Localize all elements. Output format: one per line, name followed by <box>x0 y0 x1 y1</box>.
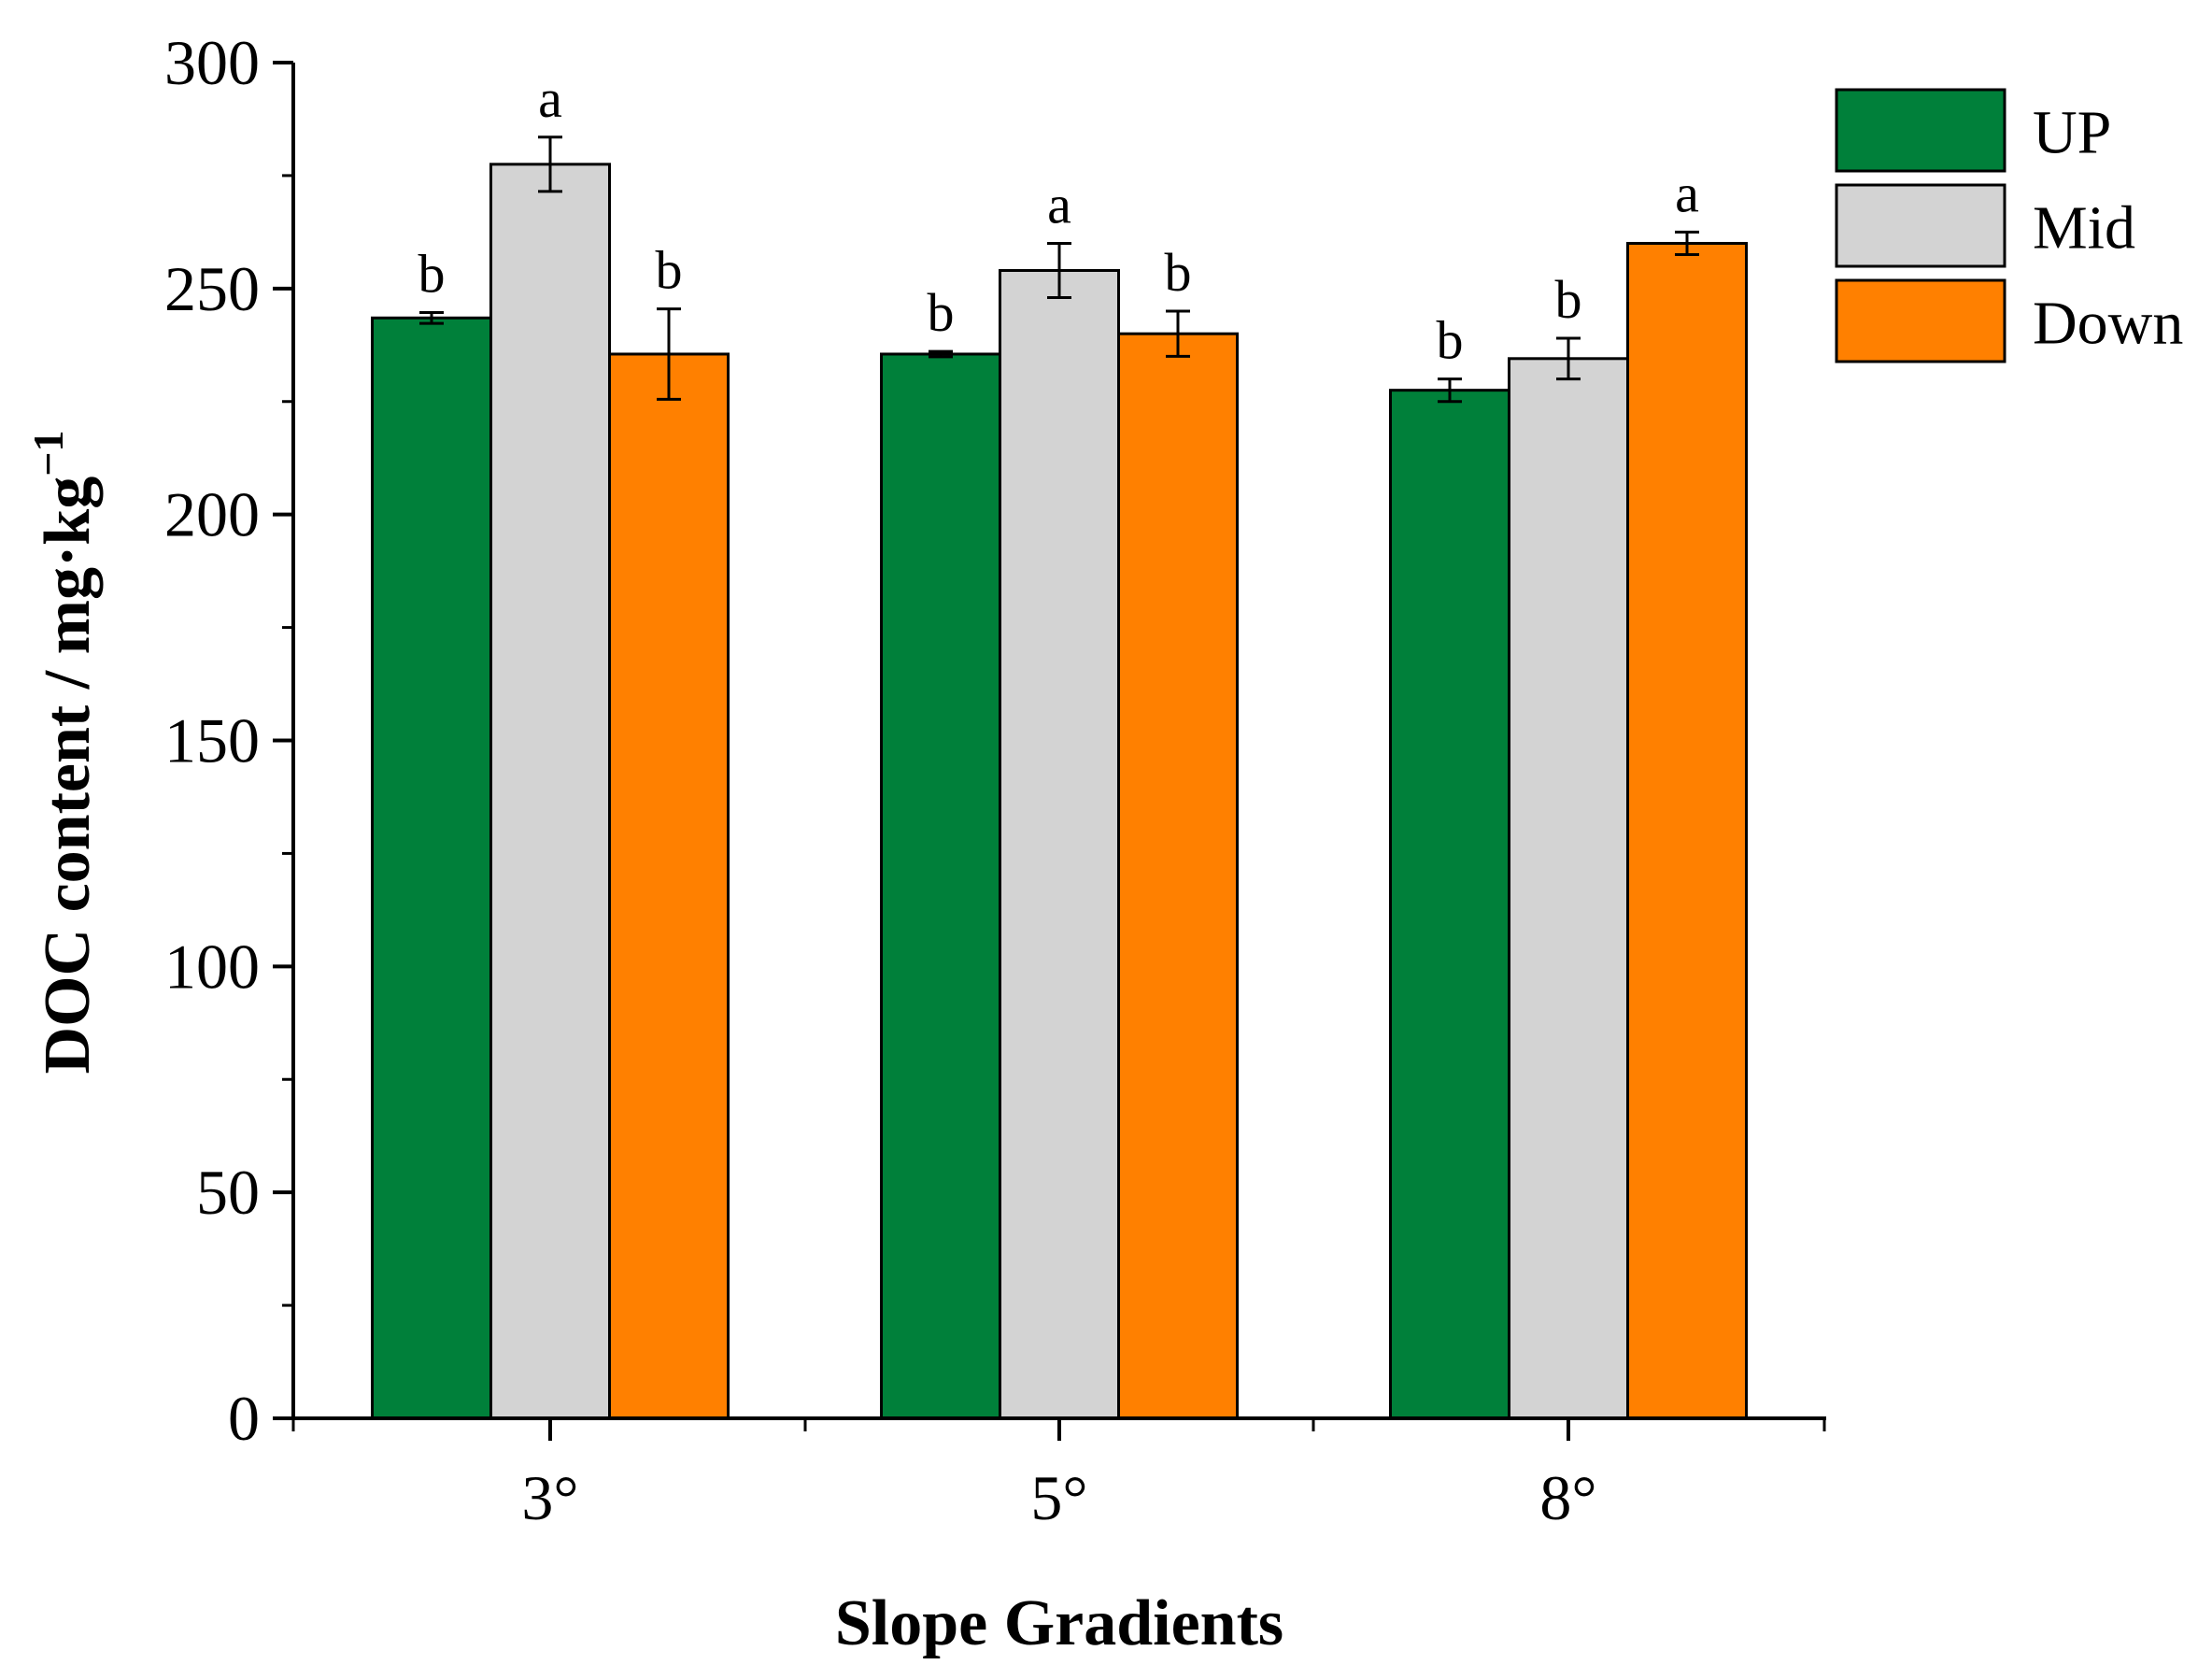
bar-mid-2 <box>999 268 1120 1420</box>
y-tick-label: 100 <box>164 931 260 1002</box>
error-bar-down-3 <box>1675 230 1699 257</box>
legend-item-mid: Mid <box>1835 183 2135 268</box>
significance-label-up-2: b <box>928 282 955 343</box>
error-bar-up-3 <box>1438 377 1462 404</box>
error-bar-mid-1 <box>538 135 562 193</box>
significance-label-down-2: b <box>1165 242 1192 303</box>
bar-mid-1 <box>489 163 611 1420</box>
x-axis-title: Slope Gradients <box>835 1587 1283 1659</box>
legend-item-down: Down <box>1835 278 2183 363</box>
significance-label-mid-3: b <box>1555 269 1582 330</box>
x-tick-label: 8° <box>1539 1462 1596 1533</box>
legend-swatch-down <box>1835 278 2006 363</box>
y-tick-label: 0 <box>228 1383 260 1454</box>
legend-item-up: UP <box>1835 88 2111 173</box>
legend-swatch-mid <box>1835 183 2006 268</box>
bar-up-1 <box>371 316 492 1420</box>
bar-up-3 <box>1389 389 1510 1420</box>
y-axis-title-main: DOC content / mg·kg <box>32 477 104 1074</box>
bar-mid-3 <box>1508 357 1629 1420</box>
error-bar-mid-2 <box>1047 241 1071 300</box>
y-tick-label: 250 <box>164 253 260 324</box>
error-bar-up-1 <box>419 310 444 325</box>
legend-swatch-up <box>1835 88 2006 173</box>
y-tick-label: 50 <box>196 1157 260 1228</box>
bar-down-2 <box>1117 332 1239 1420</box>
error-bars-layer <box>419 135 1699 404</box>
bars-layer <box>371 163 1748 1420</box>
y-tick-label: 300 <box>164 27 260 98</box>
error-bar-down-2 <box>1166 309 1190 358</box>
y-axis-title: DOC content / mg·kg−1 <box>24 431 104 1074</box>
legend: UP Mid Down <box>1835 88 2183 363</box>
significance-label-up-3: b <box>1437 310 1464 371</box>
y-tick-label: 200 <box>164 479 260 550</box>
legend-label-mid: Mid <box>2033 194 2135 263</box>
error-bar-mid-3 <box>1556 336 1581 381</box>
error-bar-up-2 <box>929 349 953 359</box>
significance-label-down-3: a <box>1675 163 1699 223</box>
significance-label-up-1: b <box>418 243 446 304</box>
bar-down-1 <box>608 352 730 1420</box>
x-tick-label: 5° <box>1030 1462 1087 1533</box>
bar-up-2 <box>880 352 1001 1420</box>
y-axis-title-superscript: −1 <box>24 431 72 477</box>
x-tick-label: 3° <box>521 1462 578 1533</box>
legend-label-up: UP <box>2033 99 2111 167</box>
significance-label-mid-2: a <box>1047 174 1071 235</box>
bar-down-3 <box>1626 241 1748 1420</box>
significance-label-down-1: b <box>656 240 683 301</box>
legend-label-down: Down <box>2033 290 2183 358</box>
y-tick-label: 150 <box>164 705 260 776</box>
significance-label-mid-1: a <box>538 68 562 129</box>
significance-labels-layer: b b b a a b b b a <box>418 68 1699 371</box>
error-bar-down-1 <box>657 307 681 401</box>
axes-layer: 0 50 100 150 200 250 300 3° 5° 8° <box>164 27 1826 1533</box>
